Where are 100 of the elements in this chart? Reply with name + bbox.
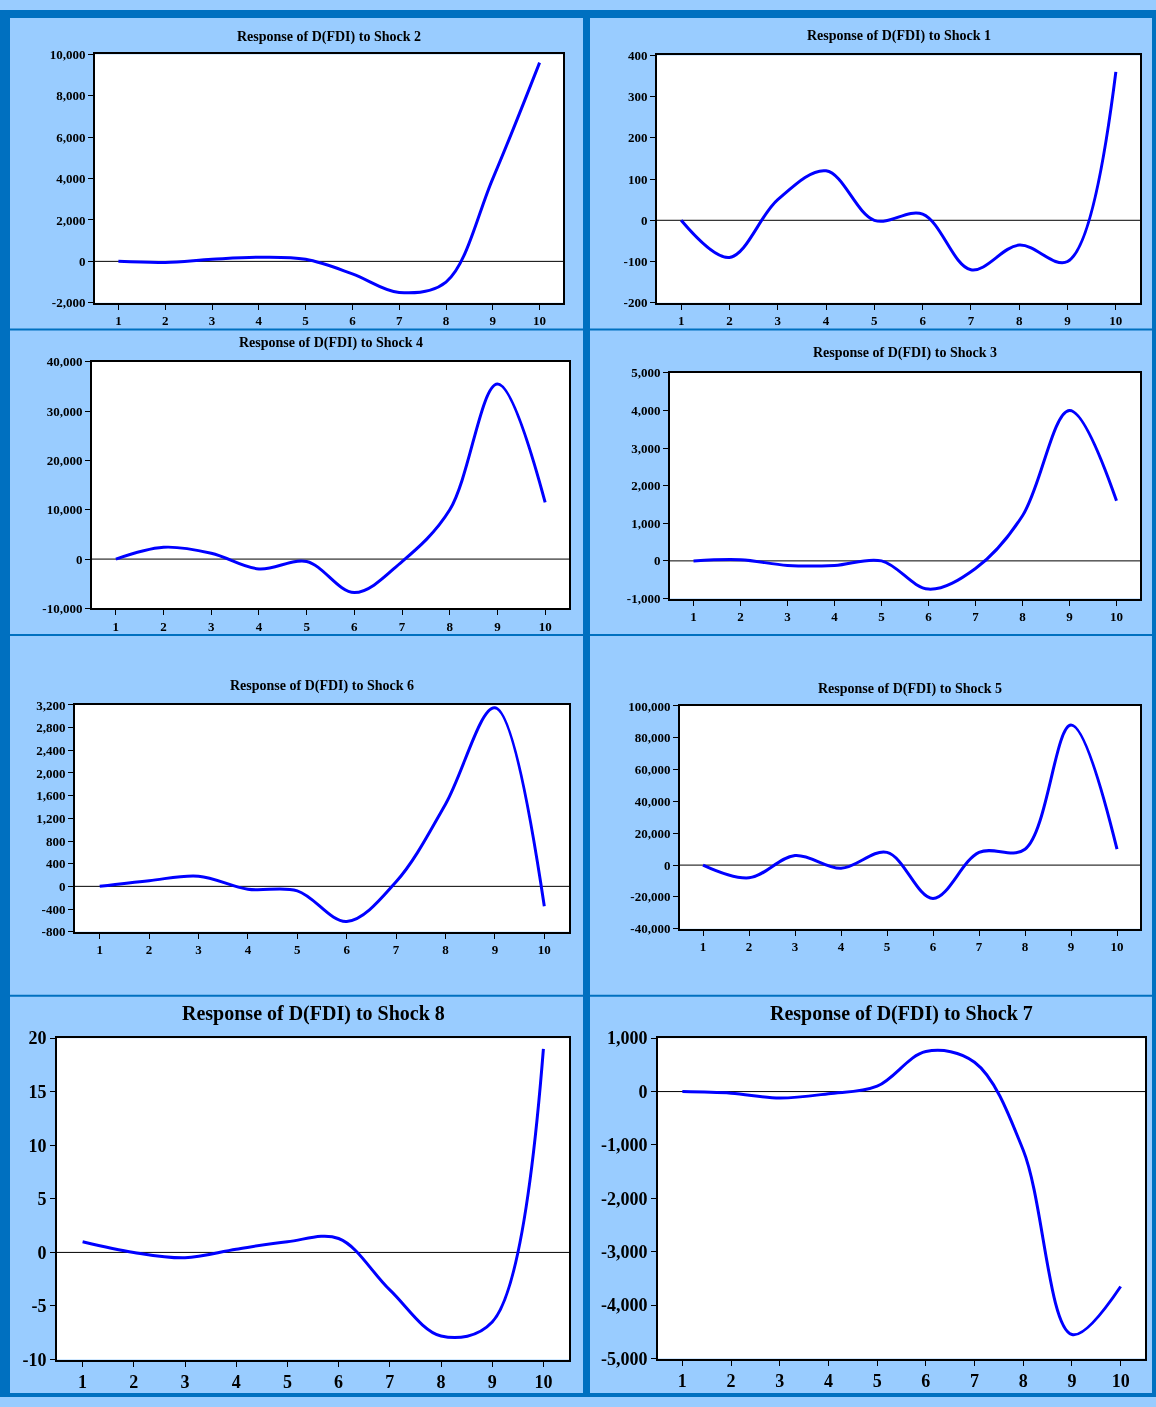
y-tick-label: 60,000: [634, 762, 671, 778]
x-tick-label: 6: [351, 618, 359, 634]
y-tick-label: 3,200: [36, 697, 66, 713]
x-tick-label: 2: [161, 313, 169, 329]
y-tick-label: -40,000: [630, 921, 671, 937]
y-tick-label: 0: [638, 1081, 648, 1102]
x-tick-label: 4: [831, 609, 839, 625]
y-tick-label: 10,000: [49, 46, 86, 62]
x-tick-label: 9: [487, 1372, 497, 1393]
y-tick-label: 40,000: [46, 354, 83, 370]
x-tick-label: 7: [395, 313, 403, 329]
x-tick-label: 8: [1021, 939, 1029, 955]
y-tick-label: 4,000: [631, 402, 661, 418]
x-tick-label: 5: [282, 1372, 292, 1393]
x-tick-label: 6: [334, 1372, 344, 1393]
y-tick-label: -800: [41, 924, 66, 940]
y-tick-label: -2,000: [600, 1188, 648, 1209]
y-tick-label: 20,000: [634, 825, 671, 841]
x-tick-label: 2: [726, 1371, 736, 1392]
x-tick-label: 9: [1067, 939, 1075, 955]
x-tick-label: 7: [392, 942, 400, 958]
x-tick-label: 7: [975, 939, 983, 955]
x-tick-label: 7: [972, 609, 980, 625]
x-tick-label: 9: [489, 313, 497, 329]
y-tick-label: 0: [663, 857, 671, 873]
y-tick-label: -1,000: [600, 1135, 648, 1156]
x-tick-label: 4: [822, 313, 830, 329]
chart-title: Response of D(FDI) to Shock 7: [770, 1002, 1033, 1025]
chart-title: Response of D(FDI) to Shock 3: [813, 345, 997, 361]
x-tick-label: 5: [303, 618, 311, 634]
x-tick-label: 4: [823, 1371, 833, 1392]
y-tick-label: -100: [623, 254, 648, 270]
x-tick-label: 5: [878, 609, 886, 625]
y-tick-label: 20,000: [46, 453, 83, 469]
x-tick-label: 10: [1110, 609, 1123, 625]
x-tick-label: 1: [112, 618, 120, 634]
x-tick-label: 4: [244, 942, 252, 958]
y-tick-label: 0: [58, 878, 66, 894]
chart-title: Response of D(FDI) to Shock 2: [237, 29, 421, 45]
x-tick-label: 9: [1064, 313, 1072, 329]
y-tick-label: 15: [28, 1082, 47, 1103]
y-tick-label: 80,000: [634, 730, 671, 746]
y-tick-label: -5,000: [600, 1348, 648, 1369]
y-tick-label: 0: [78, 253, 86, 269]
y-tick-label: -10,000: [42, 600, 83, 616]
x-tick-label: 1: [78, 1372, 88, 1393]
x-tick-label: 5: [294, 942, 302, 958]
y-tick-label: 2,800: [36, 720, 66, 736]
y-tick-label: 6,000: [56, 129, 86, 145]
y-tick-label: 10: [28, 1135, 47, 1156]
x-tick-label: 2: [726, 313, 733, 329]
x-tick-label: 10: [537, 942, 551, 958]
y-tick-label: -3,000: [600, 1242, 648, 1263]
x-tick-label: 4: [255, 618, 263, 634]
x-tick-label: 5: [871, 313, 879, 329]
x-tick-label: 2: [737, 609, 744, 625]
x-tick-label: 3: [784, 609, 792, 625]
x-tick-label: 9: [1066, 609, 1074, 625]
y-tick-label: 0: [37, 1242, 47, 1263]
x-tick-label: 4: [231, 1372, 241, 1393]
y-tick-label: 2,400: [36, 742, 66, 758]
y-tick-label: 2,000: [631, 478, 661, 494]
y-tick-label: 0: [653, 553, 661, 569]
chart-title: Response of D(FDI) to Shock 4: [239, 335, 423, 351]
x-tick-label: 4: [837, 939, 845, 955]
y-tick-label: 200: [627, 130, 648, 146]
x-tick-label: 1: [699, 939, 707, 955]
x-tick-label: 1: [677, 313, 685, 329]
y-tick-label: 10,000: [46, 502, 83, 518]
y-tick-label: 40,000: [634, 793, 671, 809]
x-tick-label: 6: [919, 313, 927, 329]
x-tick-label: 3: [195, 942, 203, 958]
y-tick-label: -200: [623, 295, 648, 311]
y-tick-label: 3,000: [631, 440, 661, 456]
x-tick-label: 8: [442, 942, 450, 958]
y-tick-label: 20: [28, 1028, 47, 1049]
y-tick-label: 30,000: [46, 403, 83, 419]
x-tick-label: 3: [208, 618, 215, 634]
y-tick-label: 1,000: [606, 1028, 648, 1049]
x-tick-label: 5: [883, 939, 891, 955]
x-tick-label: 3: [208, 313, 216, 329]
x-tick-label: 2: [160, 618, 167, 634]
y-tick-label: 0: [640, 212, 648, 228]
x-tick-label: 10: [538, 618, 552, 634]
y-tick-label: 100,000: [628, 698, 671, 714]
x-tick-label: 10: [1111, 1371, 1130, 1392]
x-tick-label: 6: [929, 939, 937, 955]
x-tick-label: 7: [970, 1371, 980, 1392]
x-tick-label: 10: [1110, 939, 1124, 955]
x-tick-label: 8: [436, 1372, 446, 1393]
x-tick-label: 1: [115, 313, 122, 329]
chart-title: Response of D(FDI) to Shock 1: [807, 28, 991, 44]
x-tick-label: 5: [302, 313, 310, 329]
y-tick-label: 400: [45, 856, 66, 872]
y-tick-label: -5: [31, 1296, 47, 1317]
x-tick-label: 4: [255, 313, 263, 329]
x-tick-label: 9: [491, 942, 499, 958]
x-tick-label: 3: [791, 939, 799, 955]
chart-title: Response of D(FDI) to Shock 5: [818, 681, 1002, 697]
x-tick-label: 6: [349, 313, 357, 329]
